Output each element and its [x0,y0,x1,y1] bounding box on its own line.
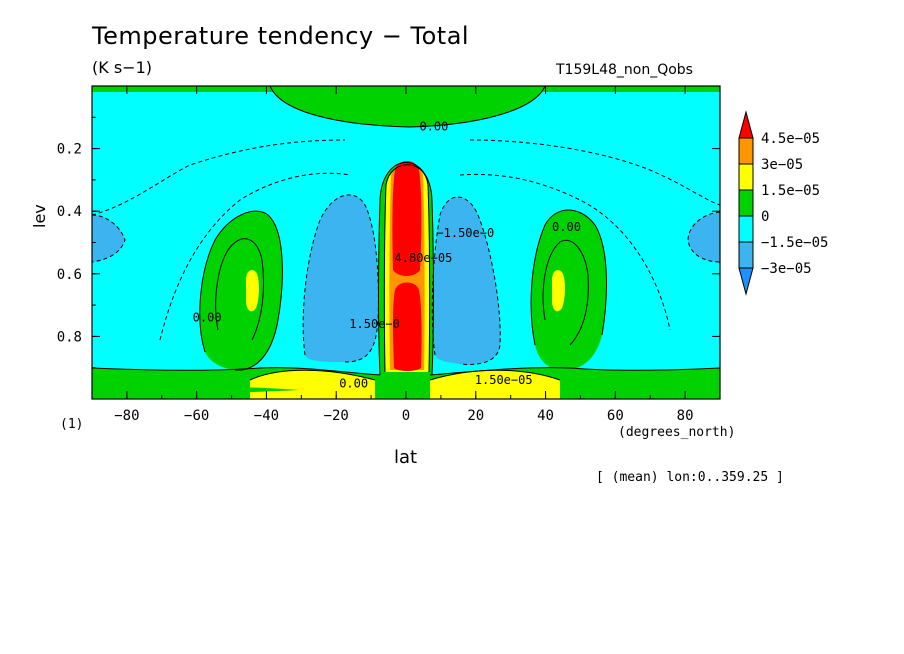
fill-left-lobe [199,211,283,371]
contour-label: 0.00 [193,311,222,325]
contour-label: 1.50e−0 [349,317,400,331]
fill-negative-right [432,196,501,365]
x-tick-label: 0 [402,408,410,424]
colorbar: 4.5e−05 3e−05 1.5e−05 0 −1.5e−05 −3e−05 [738,110,828,296]
fill-right-max [552,270,565,312]
x-axis-units: (degrees_north) [618,425,736,440]
colorbar-label: 1.5e−05 [761,183,820,199]
run-name: T159L48_non_Qobs [556,62,693,78]
fill-surface-yellow-left [250,370,375,399]
x-tick-label: −40 [254,408,279,424]
x-tick-label: −80 [114,408,139,424]
colorbar-label: −1.5e−05 [761,235,828,251]
chart-title: Temperature tendency − Total [92,22,470,50]
colorbar-label: −3e−05 [761,261,812,277]
contour-label: 0.00 [552,220,581,234]
x-tick-label: 80 [677,408,694,424]
fill-negative-east-edge [688,212,720,262]
y-tick-label: 0.8 [57,329,82,345]
contour-lines-negative [92,139,720,365]
colorbar-min-arrow [738,267,754,296]
y-tick-label: 0.4 [57,204,82,220]
fill-surface-yellow-right [430,370,560,399]
contour-label: 1.50e−05 [475,373,533,387]
contour-label: −1.50e−0 [436,226,494,240]
colorbar-max-arrow [738,110,754,139]
y-tick-label: 0.6 [57,267,82,283]
y-axis-units: (1) [60,417,84,432]
contour-label: 0.00 [339,376,368,390]
contour-fill [92,86,720,399]
fill-negative-left [303,194,379,362]
colorbar-segment [738,241,754,269]
x-tick-label: 60 [607,408,624,424]
x-axis-ticks: −80 −60 −40 −20 0 20 40 60 80 [91,86,721,424]
colorbar-segment [738,215,754,243]
fill-top-cap [270,86,545,127]
contour-lines [92,86,720,381]
y-axis-ticks: 0.2 0.4 0.6 0.8 [57,116,720,400]
colorbar-segment [738,189,754,217]
x-axis-label: lat [394,447,418,468]
x-tick-label: 40 [537,408,554,424]
x-tick-label: −60 [184,408,209,424]
fill-left-max [246,270,259,312]
contour-label: 0.00 [419,120,448,134]
contour-labels: 0.00 0.00 0.00 0.00 −1.50e−0 1.50e−0 1.50e−05 4… [193,120,581,391]
colorbar-segment [738,137,754,165]
chart-units: (K s−1) [92,58,152,77]
fill-surface-green-left [92,385,300,399]
x-tick-label: −20 [324,408,349,424]
contour-label: 4.80e−05 [395,251,453,265]
y-tick-label: 0.2 [57,142,82,158]
colorbar-label: 4.5e−05 [761,131,820,147]
colorbar-label: 0 [761,209,769,225]
colorbar-segment [738,163,754,191]
colorbar-label: 3e−05 [761,157,803,173]
fill-right-lobe [531,210,607,371]
x-tick-label: 20 [467,408,484,424]
fill-column-red-lower [393,282,422,371]
averaging-note: [ (mean) lon:0..359.25 ] [596,470,784,485]
fill-column-red-upper [392,161,422,276]
